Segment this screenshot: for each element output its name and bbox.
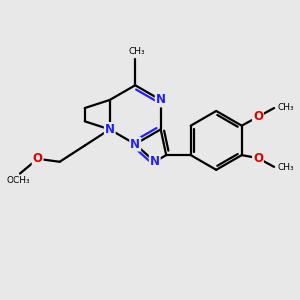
Text: O: O (33, 152, 43, 165)
Text: O: O (253, 110, 263, 123)
Text: CH₃: CH₃ (277, 163, 294, 172)
Text: N: N (105, 123, 115, 136)
Text: OCH₃: OCH₃ (7, 176, 30, 185)
Text: O: O (253, 152, 263, 165)
Text: CH₃: CH₃ (277, 103, 294, 112)
Text: N: N (156, 94, 166, 106)
Text: CH₃: CH₃ (128, 47, 145, 56)
Text: N: N (130, 138, 140, 151)
Text: N: N (150, 155, 160, 168)
